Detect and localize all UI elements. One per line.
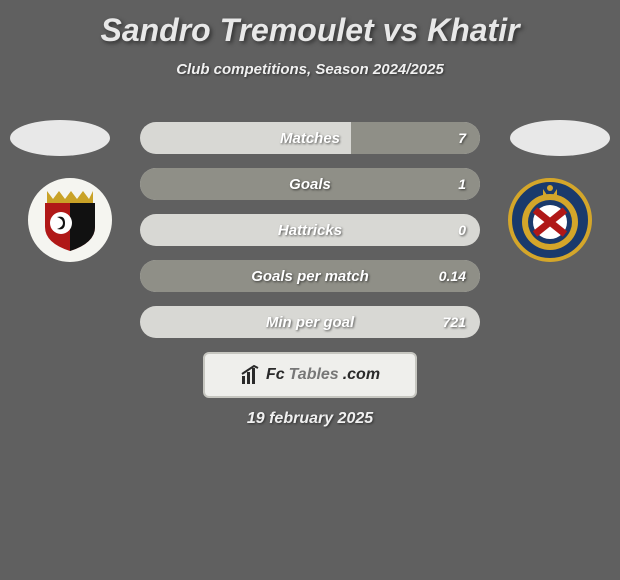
- stats-panel: Matches 7 Goals 1 Hattricks 0 Goals per …: [140, 122, 480, 352]
- brand-text-fc: Fc: [266, 366, 285, 384]
- stat-value: 0: [458, 222, 466, 238]
- page-subtitle: Club competitions, Season 2024/2025: [0, 61, 620, 78]
- brand-text-com: .com: [343, 366, 380, 384]
- stat-label: Goals: [140, 176, 480, 193]
- player-right-avatar-placeholder: [510, 120, 610, 156]
- club-badge-left: [20, 178, 120, 262]
- stat-row-matches: Matches 7: [140, 122, 480, 154]
- beveren-crest-icon: [515, 185, 585, 255]
- page-title: Sandro Tremoulet vs Khatir: [0, 0, 620, 49]
- stat-row-goals: Goals 1: [140, 168, 480, 200]
- stat-label: Goals per match: [140, 268, 480, 285]
- stat-row-min-per-goal: Min per goal 721: [140, 306, 480, 338]
- club-badge-right: [500, 178, 600, 262]
- stat-value: 721: [443, 314, 466, 330]
- chart-icon: [240, 364, 262, 386]
- stat-label: Min per goal: [140, 314, 480, 331]
- player-left-avatar-placeholder: [10, 120, 110, 156]
- stat-label: Hattricks: [140, 222, 480, 239]
- stat-value: 7: [458, 130, 466, 146]
- stat-row-hattricks: Hattricks 0: [140, 214, 480, 246]
- brand-box[interactable]: FcTables.com: [203, 352, 417, 398]
- club-badge-left-circle: [28, 178, 112, 262]
- stat-row-goals-per-match: Goals per match 0.14: [140, 260, 480, 292]
- stat-value: 1: [458, 176, 466, 192]
- brand-text-tables: Tables: [289, 366, 339, 384]
- stat-label: Matches: [140, 130, 480, 147]
- stat-value: 0.14: [439, 268, 466, 284]
- seraing-crest-icon: [35, 185, 105, 255]
- club-badge-right-circle: [508, 178, 592, 262]
- footer-date: 19 february 2025: [0, 410, 620, 428]
